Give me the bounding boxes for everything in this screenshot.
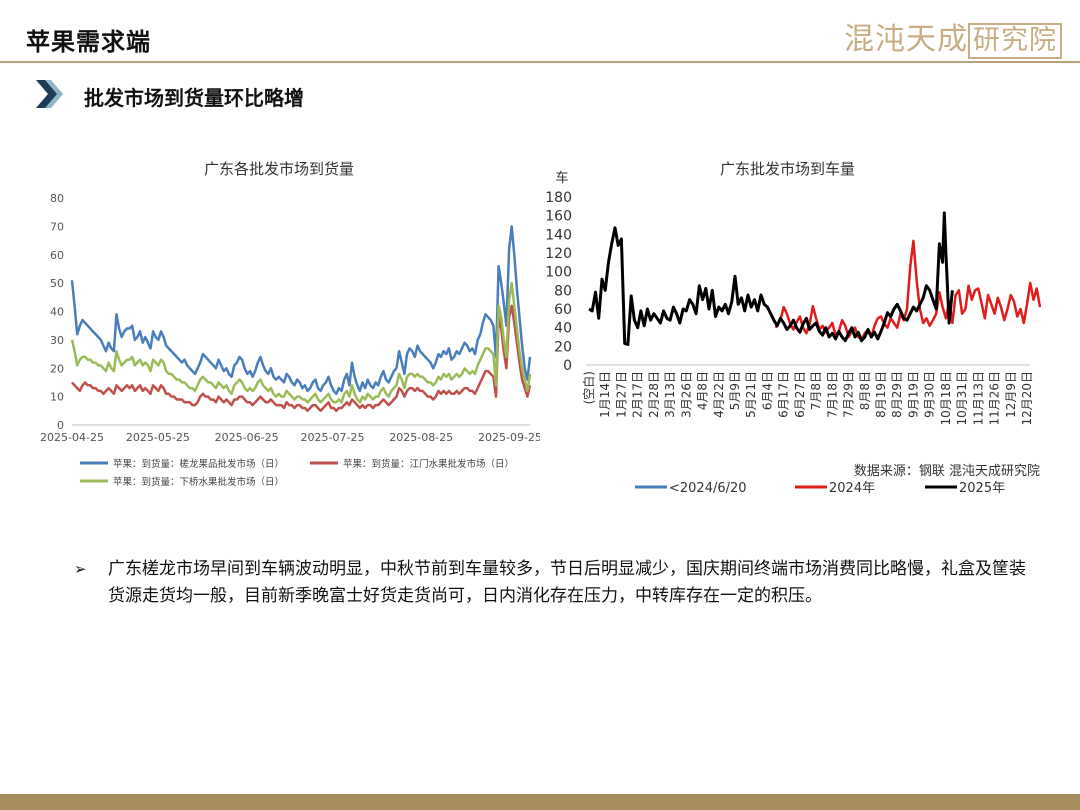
x-tick-label: 3月13日 xyxy=(663,371,677,418)
x-tick-label: 9月30日 xyxy=(923,371,937,418)
x-tick-label: 5月21日 xyxy=(744,371,758,418)
y-tick-label: 0 xyxy=(563,358,572,374)
y-tick-label: 140 xyxy=(545,227,572,243)
chart-1-title: 广东各批发市场到货量 xyxy=(204,160,355,178)
y-tick-label: 20 xyxy=(50,362,64,375)
legend-label-3: 2025年 xyxy=(959,481,1005,496)
header-rule xyxy=(0,61,1080,63)
x-tick-label: 12月9日 xyxy=(1004,371,1018,418)
x-tick-label: 8月8日 xyxy=(858,371,872,410)
y-tick-label: 120 xyxy=(545,246,572,262)
logo-box-text: 研究院 xyxy=(968,23,1062,59)
y-axis-label: 车 xyxy=(555,170,568,186)
series-line-1 xyxy=(70,225,532,396)
x-tick-label: 8月29日 xyxy=(890,371,904,418)
x-tick-label: 12月20日 xyxy=(1020,371,1034,426)
x-tick-label: 2025-04-25 xyxy=(40,431,104,444)
series-line-3 xyxy=(588,211,954,346)
x-tick-label: 5月9日 xyxy=(728,371,742,410)
data-source: 数据来源：钢联 混沌天成研究院 xyxy=(854,464,1040,479)
y-tick-label: 80 xyxy=(50,192,64,205)
x-tick-label: 7月29日 xyxy=(842,371,856,418)
series-line-2 xyxy=(774,239,1042,341)
y-tick-label: 50 xyxy=(50,277,64,290)
x-tick-label: 6月4日 xyxy=(760,371,774,410)
x-tick-label: 11月26日 xyxy=(988,371,1002,426)
x-tick-label: 7月8日 xyxy=(809,371,823,410)
bullet-point: ➢ 广东槎龙市场早间到车辆波动明显，中秋节前到车量较多，节日后明显减少，国庆期间… xyxy=(74,556,1034,610)
x-tick-label: 4月22日 xyxy=(712,371,726,418)
x-tick-label: 6月27日 xyxy=(793,371,807,418)
x-tick-label: 2025-09-25 xyxy=(478,431,540,444)
y-tick-label: 30 xyxy=(50,334,64,347)
x-tick-label: (空白) xyxy=(581,371,596,404)
x-tick-label: 8月19日 xyxy=(874,371,888,418)
y-tick-label: 20 xyxy=(554,339,572,355)
x-tick-label: 4月8日 xyxy=(696,371,710,410)
x-tick-label: 2025-07-25 xyxy=(301,431,365,444)
brand-logo: 混沌天成 研究院 xyxy=(844,14,1062,59)
y-tick-label: 80 xyxy=(554,283,572,299)
bullet-text: 广东槎龙市场早间到车辆波动明显，中秋节前到车量较多，节日后明显减少，国庆期间终端… xyxy=(108,559,1026,606)
y-tick-label: 40 xyxy=(554,321,572,337)
page-title: 苹果需求端 xyxy=(26,28,151,56)
section-subtitle: 批发市场到货量环比略增 xyxy=(84,86,304,110)
legend-label-2: 苹果：到货量：江门水果批发市场（日） xyxy=(343,458,514,470)
x-tick-label: 1月14日 xyxy=(598,371,612,418)
y-tick-label: 70 xyxy=(50,220,64,233)
x-tick-label: 9月19日 xyxy=(906,371,920,418)
footer-bar xyxy=(0,794,1080,810)
y-tick-label: 60 xyxy=(50,249,64,262)
y-tick-label: 100 xyxy=(545,265,572,281)
series-line-3 xyxy=(70,281,532,404)
x-tick-label: 11月13日 xyxy=(971,371,985,426)
x-tick-label: 3月26日 xyxy=(679,371,693,418)
x-tick-label: 1月27日 xyxy=(614,371,628,418)
x-tick-label: 2月28日 xyxy=(647,371,661,418)
chevron-right-icon xyxy=(36,80,63,108)
legend-label-2: 2024年 xyxy=(829,481,875,496)
x-tick-label: 2025-06-25 xyxy=(215,431,279,444)
chart-1-arrivals-by-market: 0 10 20 30 40 50 60 70 80 2025-04-25 2025-05-25 202… xyxy=(40,192,540,488)
x-tick-label: 2025-05-25 xyxy=(126,431,190,444)
y-tick-label: 40 xyxy=(50,306,64,319)
x-tick-label: 10月31日 xyxy=(955,371,969,426)
y-tick-label: 60 xyxy=(554,302,572,318)
legend-label-3: 苹果：到货量：下桥水果批发市场（日） xyxy=(113,476,284,488)
y-tick-label: 0 xyxy=(57,419,64,432)
x-tick-label: 7月18日 xyxy=(825,371,839,418)
y-tick-label: 10 xyxy=(50,391,64,404)
legend-label-1: 苹果：到货量：槎龙果品批发市场（日） xyxy=(113,458,284,470)
x-tick-label: 10月18日 xyxy=(939,371,953,426)
series-line-2 xyxy=(71,304,532,413)
y-tick-label: 180 xyxy=(545,190,572,206)
x-tick-label: 6月17日 xyxy=(777,371,791,418)
y-tick-label: 160 xyxy=(545,209,572,225)
x-tick-label: 2025-08-25 xyxy=(389,431,453,444)
arrow-bullet-icon: ➢ xyxy=(74,560,87,578)
legend-label-1: <2024/6/20 xyxy=(669,481,747,496)
x-tick-label: 2月17日 xyxy=(631,371,645,418)
logo-text: 混沌天成 xyxy=(844,22,968,57)
chart-2-title: 广东批发市场到车量 xyxy=(720,160,856,178)
